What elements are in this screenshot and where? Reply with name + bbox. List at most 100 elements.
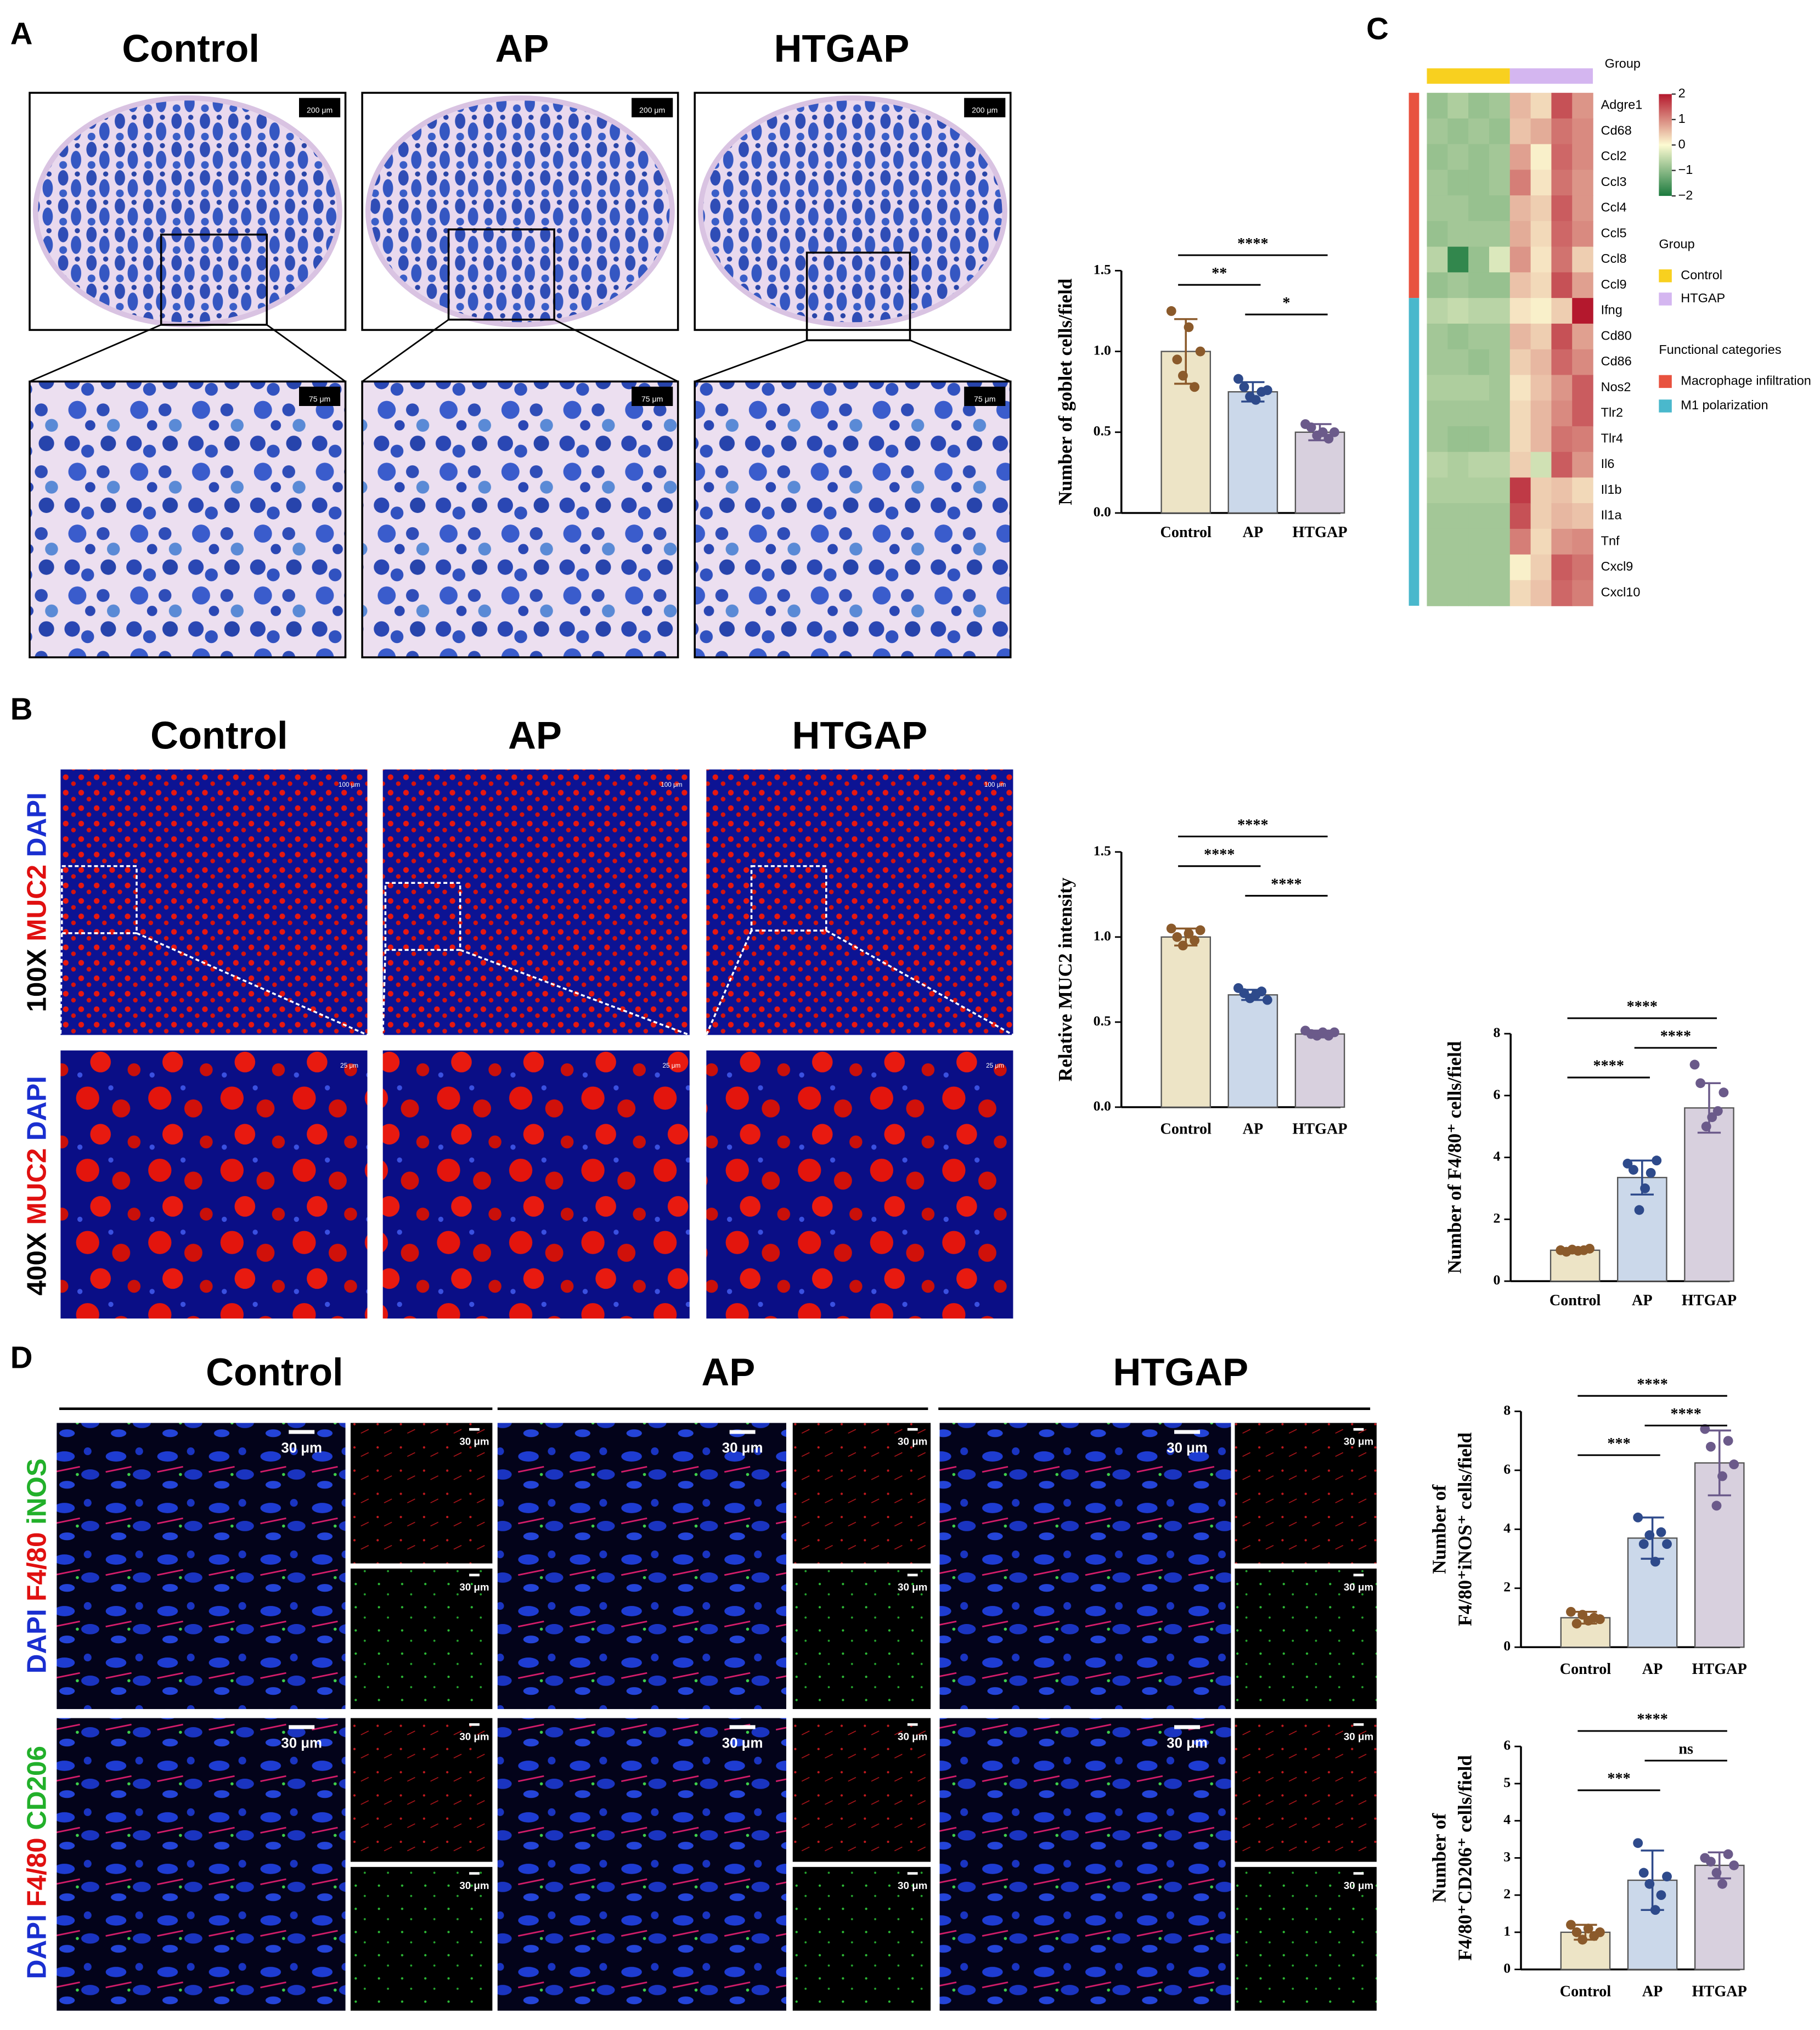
heatmap-cell <box>1530 580 1552 606</box>
scale-box <box>964 386 1006 406</box>
y-tick-label: 1.0 <box>1094 342 1111 358</box>
data-point <box>1729 1459 1739 1470</box>
group-heading: Control <box>122 27 259 70</box>
heatmap-cell <box>1447 93 1469 119</box>
row-label: Cd68 <box>1601 123 1632 137</box>
heatmap-cell <box>1468 503 1490 529</box>
error-bar <box>1241 381 1265 403</box>
group-heading: Control <box>150 714 288 757</box>
significance-label: **** <box>1204 846 1235 863</box>
data-point <box>1566 1606 1576 1617</box>
panel-label: D <box>10 1340 33 1374</box>
heatmap-cell <box>1509 401 1531 427</box>
heatmap-cell <box>1427 426 1449 453</box>
heatmap-cell <box>1551 349 1573 376</box>
row-label: Cd80 <box>1601 328 1632 342</box>
significance-label: **** <box>1637 1376 1667 1393</box>
data-point <box>1190 935 1200 946</box>
error-bar <box>1574 1611 1597 1625</box>
data-point <box>1166 923 1176 934</box>
error-bar <box>1563 1248 1587 1253</box>
data-point <box>1195 925 1205 935</box>
y-tick-label: 1.5 <box>1094 843 1111 859</box>
heatmap-cell <box>1551 93 1573 119</box>
scale-box <box>964 98 1006 117</box>
heatmap-cell <box>1447 144 1469 171</box>
legend-swatch <box>1659 399 1672 413</box>
zoom-line <box>460 949 690 1036</box>
data-point <box>1239 382 1249 392</box>
row-label: Cd86 <box>1601 354 1632 368</box>
heatmap-cell <box>1509 323 1531 350</box>
data-point <box>1262 385 1272 396</box>
heatmap-cell <box>1468 323 1490 350</box>
x-tick-label: HTGAP <box>1692 1983 1747 2000</box>
zoom-line <box>266 324 346 382</box>
panel-label: C <box>1366 11 1389 46</box>
heatmap-cell <box>1468 170 1490 196</box>
zoom-box <box>447 228 555 321</box>
data-point <box>1723 1436 1733 1446</box>
scale-label: 200 μm <box>639 106 665 115</box>
heatmap-cell <box>1551 477 1573 504</box>
x-tick-label: AP <box>1642 1983 1663 2000</box>
group-heading: AP <box>508 714 562 757</box>
row-label: Il1a <box>1601 508 1622 522</box>
heatmap-cell <box>1468 118 1490 145</box>
y-axis-label: F4/80⁺CD206⁺ cells/field <box>1454 1755 1475 1961</box>
x-tick-label: AP <box>1243 524 1264 541</box>
x-tick-label: Control <box>1160 524 1212 541</box>
data-point <box>1633 1512 1643 1522</box>
y-tick-label: 0 <box>1503 1960 1511 1976</box>
group-heading: AP <box>701 1350 755 1394</box>
micrograph <box>60 769 368 1035</box>
heatmap-cell <box>1489 426 1511 453</box>
scale-label: 100 μm <box>661 781 682 788</box>
color-tick-label: 1 <box>1678 111 1686 126</box>
y-tick-label: 0.0 <box>1094 1098 1111 1114</box>
y-tick-label: 5 <box>1503 1774 1511 1790</box>
heatmap-cell <box>1551 375 1573 401</box>
heatmap-cell <box>1468 221 1490 247</box>
scale-box <box>632 98 673 117</box>
row-label: Il6 <box>1601 456 1615 471</box>
legend-label: Macrophage infiltration <box>1681 374 1811 388</box>
y-tick-label: 1 <box>1503 1923 1511 1939</box>
error-bar <box>1630 1159 1654 1196</box>
heatmap-cell <box>1572 375 1593 401</box>
legend-label: HTGAP <box>1681 291 1725 305</box>
scale-label: 30 μm <box>1344 1731 1373 1743</box>
data-point <box>1172 932 1182 942</box>
row-label: Tnf <box>1601 533 1620 548</box>
heatmap-cell <box>1530 401 1552 427</box>
heatmap-cell <box>1572 298 1593 324</box>
data-point <box>1700 1424 1710 1434</box>
heatmap-cell <box>1530 298 1552 324</box>
heatmap-cell <box>1489 503 1511 529</box>
error-bar <box>1697 1082 1721 1134</box>
heatmap-cell <box>1489 221 1511 247</box>
heatmap-cell <box>1509 221 1531 247</box>
data-point <box>1717 1879 1727 1889</box>
heatmap-cell <box>1530 93 1552 119</box>
y-axis-label: Number of F4/80⁺ cells/field <box>1444 1041 1466 1273</box>
heatmap-cell <box>1530 452 1552 478</box>
data-point <box>1656 1890 1666 1901</box>
x-tick-label: HTGAP <box>1292 524 1347 541</box>
data-point <box>1172 354 1182 365</box>
heatmap-cell <box>1551 272 1573 298</box>
heatmap-cell <box>1572 528 1593 555</box>
heatmap-cell <box>1530 272 1552 298</box>
heatmap-cell <box>1530 426 1552 453</box>
x-tick-label: Control <box>1560 1983 1611 2000</box>
scale-label: 30 μm <box>1167 1735 1208 1751</box>
y-tick-label: 6 <box>1493 1086 1500 1102</box>
y-tick-label: 4 <box>1503 1520 1511 1536</box>
y-tick-label: 2 <box>1503 1886 1511 1902</box>
heatmap-cell <box>1427 221 1449 247</box>
data-point <box>1594 1614 1605 1625</box>
row-label: Il1b <box>1601 482 1622 497</box>
heatmap-cell <box>1509 503 1531 529</box>
heatmap-cell <box>1489 170 1511 196</box>
